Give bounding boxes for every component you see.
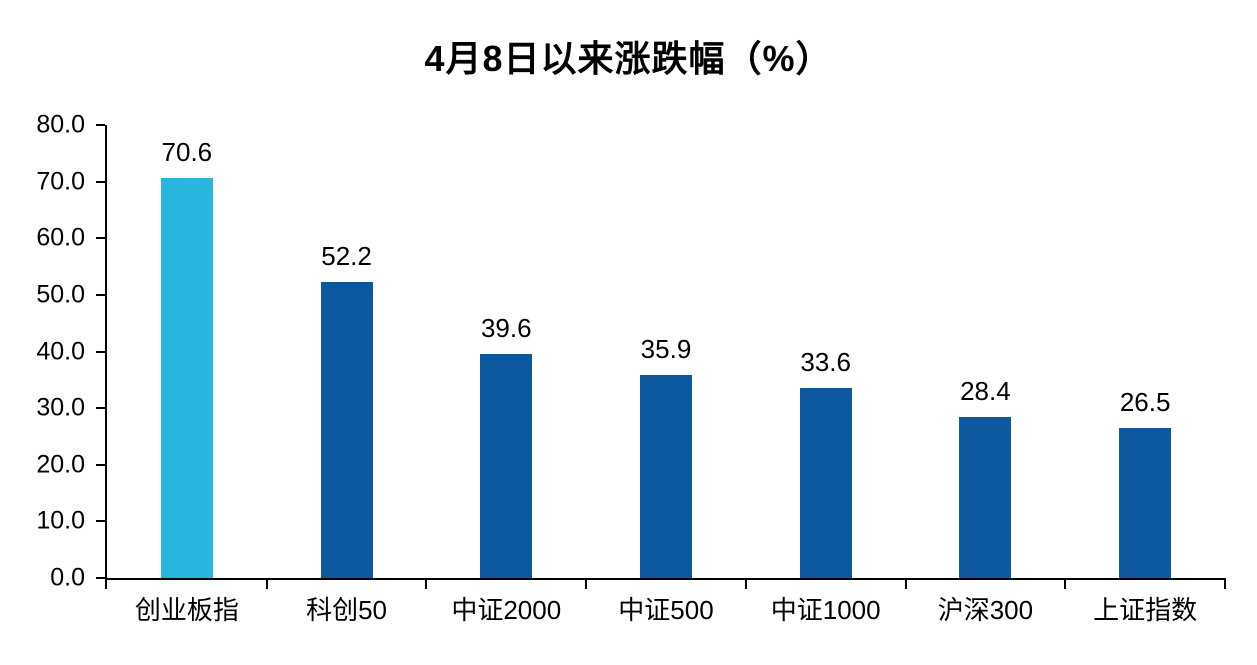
y-axis-tick xyxy=(96,463,105,466)
y-axis-tick-label: 50.0 xyxy=(36,280,85,309)
bar xyxy=(639,374,692,578)
x-category-label: 创业板指 xyxy=(134,595,239,625)
y-axis-tick-label: 20.0 xyxy=(36,450,85,479)
bar-value-label: 52.2 xyxy=(321,241,372,272)
y-axis-tick-label: 60.0 xyxy=(36,223,85,252)
bar xyxy=(959,417,1012,578)
y-axis-tick-label: 10.0 xyxy=(36,506,85,535)
y-axis-tick-label: 70.0 xyxy=(36,167,85,196)
y-axis-tick xyxy=(96,237,105,240)
x-category-label: 中证500 xyxy=(618,595,714,625)
bar xyxy=(320,282,373,578)
chart-title: 4月8日以来涨跌幅（%） xyxy=(424,38,833,79)
bar-slot: 26.5 上证指数 xyxy=(1065,125,1225,623)
y-axis-tick xyxy=(96,293,105,296)
bar-value-label: 39.6 xyxy=(480,312,532,343)
y-axis-tick-label: 0.0 xyxy=(50,563,85,592)
x-category-label: 中证1000 xyxy=(770,595,881,625)
bar xyxy=(160,178,213,578)
bar-slot: 35.9 中证500 xyxy=(586,125,746,623)
bar-slot: 28.4 沪深300 xyxy=(906,125,1066,623)
y-axis-tick-label: 30.0 xyxy=(36,393,85,422)
bar xyxy=(1119,427,1172,578)
x-axis-tick xyxy=(744,578,747,589)
bar-slot: 33.6 中证1000 xyxy=(746,125,906,623)
y-axis-tick xyxy=(96,407,105,410)
bar-value-label: 35.9 xyxy=(640,333,692,364)
y-axis-tick-label: 40.0 xyxy=(36,337,85,365)
y-axis-tick-label: 80.0 xyxy=(36,110,85,139)
y-axis-tick xyxy=(96,124,105,126)
bar-slot: 70.6 创业板指 xyxy=(107,125,267,623)
bar xyxy=(480,353,533,578)
bar-slot: 52.2 科创50 xyxy=(267,125,427,623)
x-axis-tick xyxy=(1224,578,1226,589)
x-category-label: 中证2000 xyxy=(451,595,562,625)
x-axis-tick xyxy=(585,578,588,589)
plot-area: 0.0 10.0 20.0 30.0 40.0 50.0 60.0 70.0 80.0 70.6… xyxy=(36,112,1226,623)
bar-value-label: 33.6 xyxy=(800,346,851,377)
x-category-label: 沪深300 xyxy=(937,595,1034,625)
x-axis-tick xyxy=(105,578,107,589)
y-axis-tick xyxy=(96,350,105,353)
y-axis-tick xyxy=(96,577,105,579)
bar-value-label: 28.4 xyxy=(960,376,1011,407)
x-category-label: 科创50 xyxy=(306,595,388,625)
x-category-label: 上证指数 xyxy=(1093,595,1198,625)
x-axis-tick xyxy=(425,578,428,589)
bar-slot: 39.6 中证2000 xyxy=(426,125,586,623)
y-axis-tick xyxy=(96,180,105,183)
x-axis-tick xyxy=(1064,578,1067,589)
bar xyxy=(799,387,852,578)
y-axis-tick xyxy=(96,520,105,523)
bar-value-label: 26.5 xyxy=(1119,386,1171,417)
x-axis-tick xyxy=(265,578,268,589)
bar-value-label: 70.6 xyxy=(161,137,213,168)
x-axis-tick xyxy=(904,578,907,589)
